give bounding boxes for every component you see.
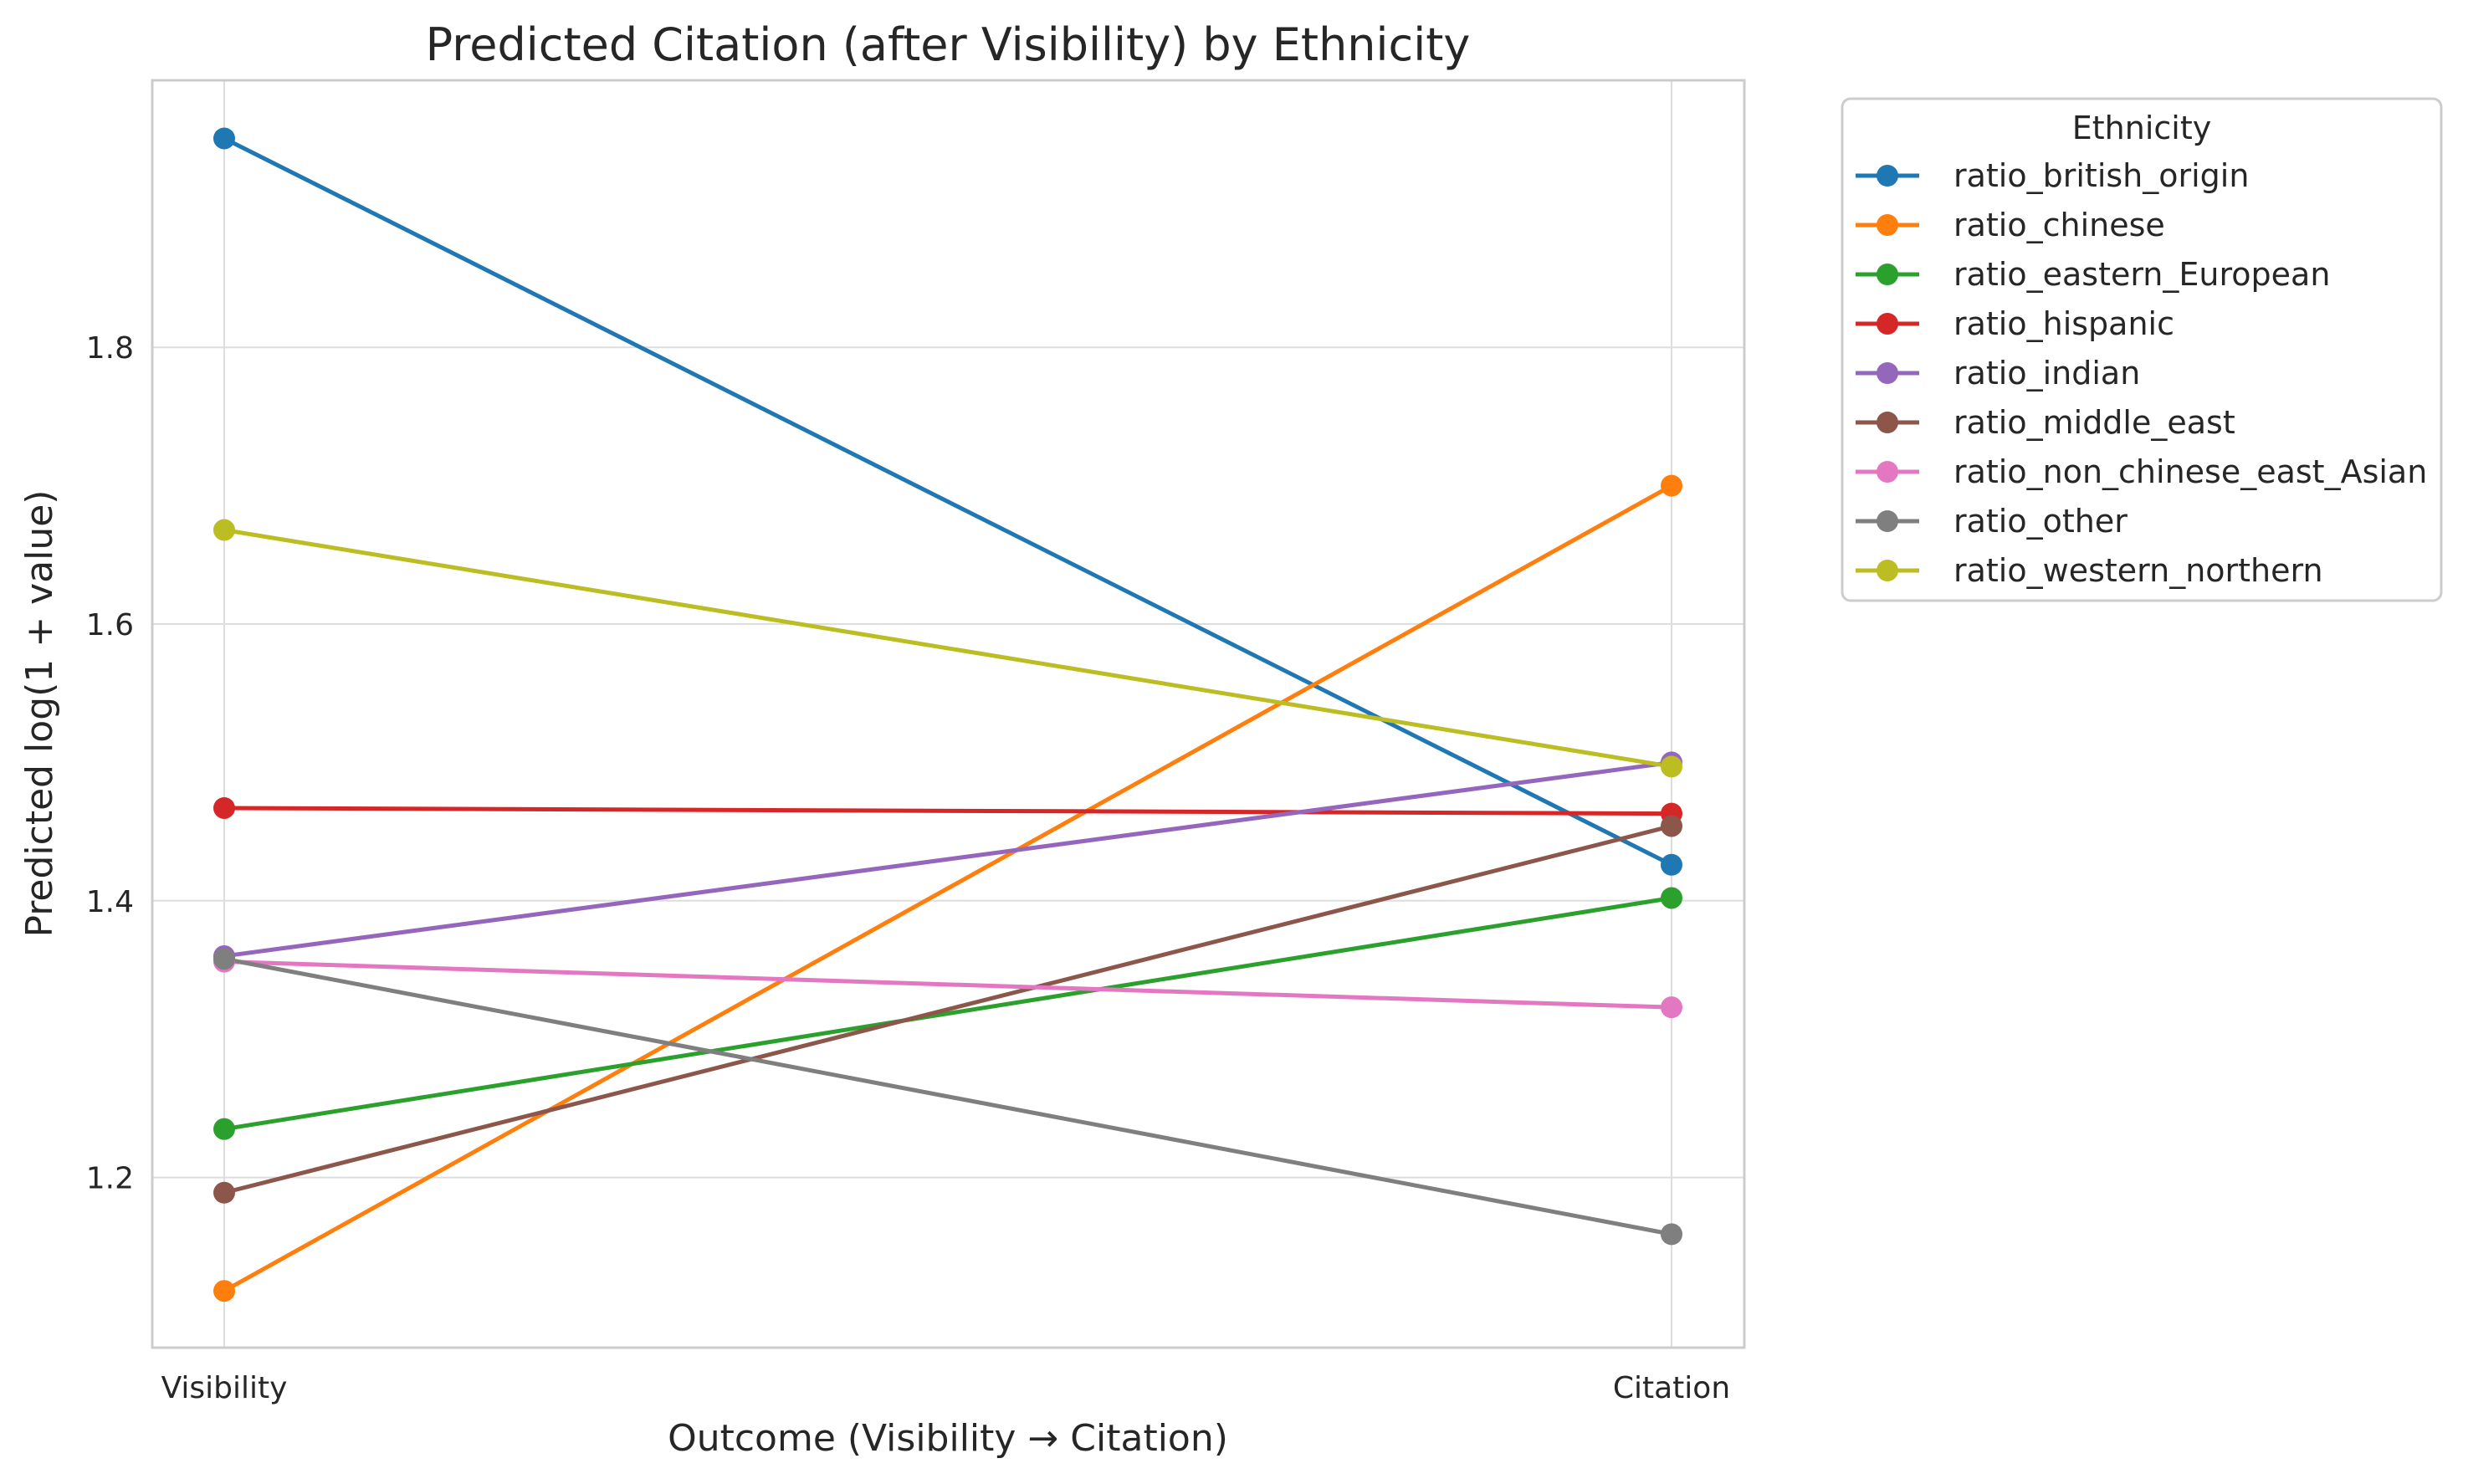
data-point-ratio_non_chinese_east_Asian-citation xyxy=(1661,996,1682,1019)
legend-item: ratio_middle_east xyxy=(1856,404,2235,441)
legend-label: ratio_non_chinese_east_Asian xyxy=(1953,453,2427,490)
chart-title: Predicted Citation (after Visibility) by… xyxy=(426,18,1471,71)
series-line-ratio_eastern_European xyxy=(222,895,1674,1132)
legend-item: ratio_non_chinese_east_Asian xyxy=(1856,453,2427,490)
data-point-ratio_british_origin-visibility xyxy=(213,127,235,150)
data-point-ratio_western_northern-citation xyxy=(1661,755,1682,778)
data-point-ratio_chinese-visibility xyxy=(213,1280,235,1302)
legend-label: ratio_other xyxy=(1953,503,2127,540)
series-markers xyxy=(213,127,1682,1302)
x-axis-label: Outcome (Visibility → Citation) xyxy=(668,1417,1228,1460)
legend-swatch-marker xyxy=(1877,313,1898,335)
legend-item: ratio_chinese xyxy=(1856,207,2165,243)
data-point-ratio_chinese-citation xyxy=(1661,474,1682,497)
series-line-ratio_chinese xyxy=(222,484,1674,1293)
legend-item: ratio_british_origin xyxy=(1856,157,2249,194)
y-tick-label: 1.8 xyxy=(86,331,134,366)
legend-label: ratio_eastern_European xyxy=(1953,256,2330,293)
x-tick-label: Citation xyxy=(1613,1371,1730,1405)
data-point-ratio_middle_east-visibility xyxy=(213,1181,235,1204)
x-tick-labels: Visibility Citation xyxy=(161,1371,1731,1405)
series-line-ratio_middle_east xyxy=(222,823,1674,1195)
legend-label: ratio_middle_east xyxy=(1953,404,2235,441)
series-line-ratio_british_origin xyxy=(222,136,1674,867)
legend-label: ratio_indian xyxy=(1953,355,2140,391)
series-line-ratio_other xyxy=(222,956,1674,1236)
legend: Ethnicity ratio_british_origin ratio_chin… xyxy=(1841,97,2443,602)
data-point-ratio_british_origin-citation xyxy=(1661,853,1682,876)
legend-item: ratio_indian xyxy=(1856,355,2140,391)
legend-swatch-marker xyxy=(1877,461,1898,483)
data-point-ratio_hispanic-visibility xyxy=(213,796,235,819)
legend-item: ratio_western_northern xyxy=(1856,552,2323,589)
legend-swatch-marker xyxy=(1877,560,1898,581)
grid xyxy=(152,80,1744,1348)
plot-frame xyxy=(151,79,1746,1349)
y-tick-label: 1.2 xyxy=(86,1162,134,1196)
legend-frame xyxy=(1841,97,2443,602)
data-point-ratio_middle_east-citation xyxy=(1661,815,1682,837)
series-line-ratio_indian xyxy=(222,760,1674,959)
legend-swatch-marker xyxy=(1877,510,1898,532)
data-point-ratio_eastern_European-visibility xyxy=(213,1118,235,1140)
data-point-ratio_western_northern-visibility xyxy=(213,519,235,541)
legend-swatch-marker xyxy=(1877,362,1898,384)
y-tick-labels: 1.2 1.4 1.6 1.8 xyxy=(86,331,134,1195)
legend-label: ratio_hispanic xyxy=(1953,305,2174,342)
legend-swatch-marker xyxy=(1877,264,1898,285)
legend-item: ratio_other xyxy=(1856,503,2127,540)
legend-items: ratio_british_origin ratio_chinese ratio_e… xyxy=(1856,157,2427,589)
legend-item: ratio_eastern_European xyxy=(1856,256,2330,293)
x-tick-label: Visibility xyxy=(161,1371,288,1405)
legend-label: ratio_chinese xyxy=(1953,207,2165,243)
legend-title: Ethnicity xyxy=(2072,110,2211,146)
legend-label: ratio_western_northern xyxy=(1953,552,2323,589)
legend-swatch-marker xyxy=(1877,214,1898,236)
legend-swatch-marker xyxy=(1877,412,1898,433)
series-line-ratio_non_chinese_east_Asian xyxy=(222,959,1674,1010)
legend-label: ratio_british_origin xyxy=(1953,157,2249,194)
y-tick-label: 1.4 xyxy=(86,885,134,919)
data-point-ratio_other-visibility xyxy=(213,948,235,970)
series-line-ratio_hispanic xyxy=(222,806,1674,816)
series-lines xyxy=(222,136,1674,1293)
legend-item: ratio_hispanic xyxy=(1856,305,2174,342)
data-point-ratio_eastern_European-citation xyxy=(1661,887,1682,909)
y-tick-label: 1.6 xyxy=(86,608,134,642)
y-axis-label: Predicted log(1 + value) xyxy=(18,490,61,938)
legend-swatch-marker xyxy=(1877,165,1898,187)
data-point-ratio_other-citation xyxy=(1661,1223,1682,1246)
series-line-ratio_western_northern xyxy=(222,528,1674,769)
